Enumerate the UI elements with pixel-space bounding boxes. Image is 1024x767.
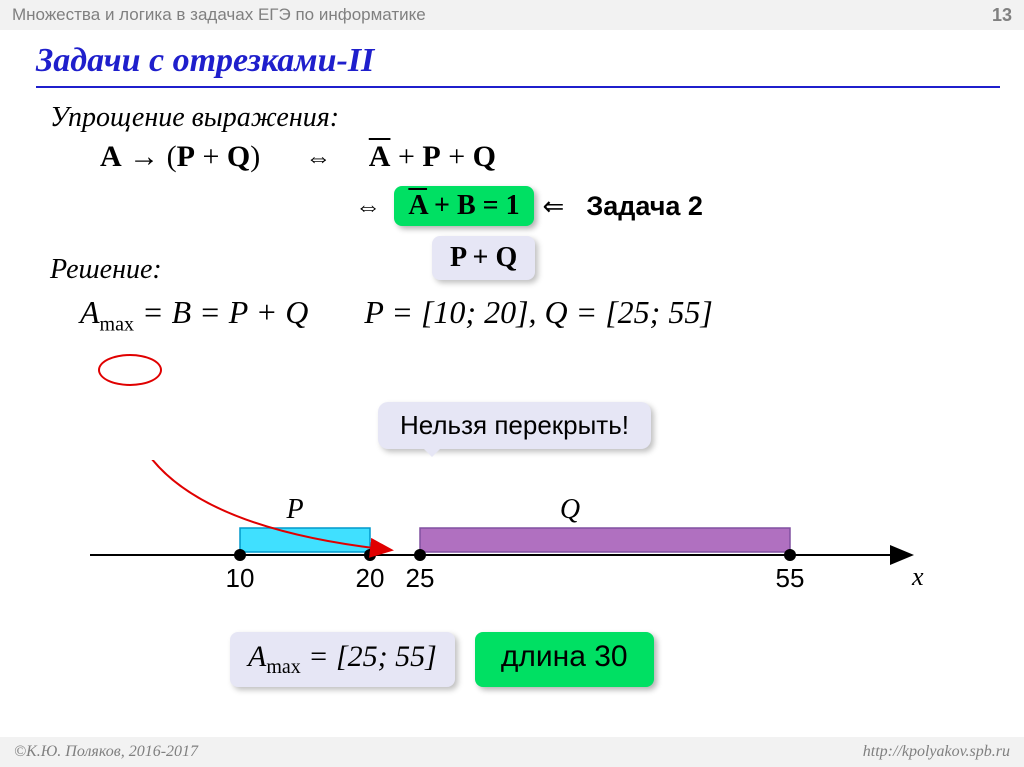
page-number: 13 xyxy=(992,5,1012,26)
svg-text:Q: Q xyxy=(560,494,580,525)
equiv-icon: ⇔ xyxy=(355,191,381,222)
title-rule xyxy=(36,86,1000,88)
slide-header: Множества и логика в задачах ЕГЭ по инфо… xyxy=(0,0,1024,30)
svg-text:25: 25 xyxy=(406,563,435,593)
solution-formula: Amax = B = P + Q P = [10; 20], Q = [25; … xyxy=(80,294,1024,336)
arrow-left-icon: ⇐ xyxy=(543,191,565,222)
interval-values: P = [10; 20], Q = [25; 55] xyxy=(364,294,712,330)
section-simplify: Упрощение выражения: xyxy=(50,102,1024,134)
result-row: Amax = [25; 55] длина 30 xyxy=(230,632,654,687)
formula-line-1: A → (P + Q) ⇔ A + P + Q xyxy=(100,140,1024,174)
svg-text:P: P xyxy=(285,494,303,525)
boxed-formula: A + B = 1 xyxy=(394,186,533,226)
svg-text:10: 10 xyxy=(226,563,255,593)
section-solution: Решение: xyxy=(50,254,1024,286)
svg-text:20: 20 xyxy=(356,563,385,593)
length-box: длина 30 xyxy=(475,632,654,687)
svg-text:x: x xyxy=(911,562,924,591)
callout-bubble: Нельзя перекрыть! xyxy=(378,402,651,449)
footer-url: http://kpolyakov.spb.ru xyxy=(863,743,1010,761)
formula-line-2: ⇔ A + B = 1 ⇐ Задача 2 xyxy=(355,186,1024,226)
topic-text: Множества и логика в задачах ЕГЭ по инфо… xyxy=(12,5,426,25)
equiv-icon: ⇔ xyxy=(305,143,331,172)
amax-result-box: Amax = [25; 55] xyxy=(230,632,455,687)
pq-box: P + Q xyxy=(432,236,535,280)
copyright: ©К.Ю. Поляков, 2016-2017 xyxy=(14,743,198,761)
slide-footer: ©К.Ю. Поляков, 2016-2017 http://kpolyako… xyxy=(0,737,1024,767)
number-line-diagram: P Q 10 20 25 55 x xyxy=(90,460,930,600)
svg-text:55: 55 xyxy=(776,563,805,593)
task2-label: Задача 2 xyxy=(586,191,703,222)
red-circle-annotation xyxy=(98,354,162,386)
slide-title: Задачи с отрезками-II xyxy=(36,42,1024,80)
